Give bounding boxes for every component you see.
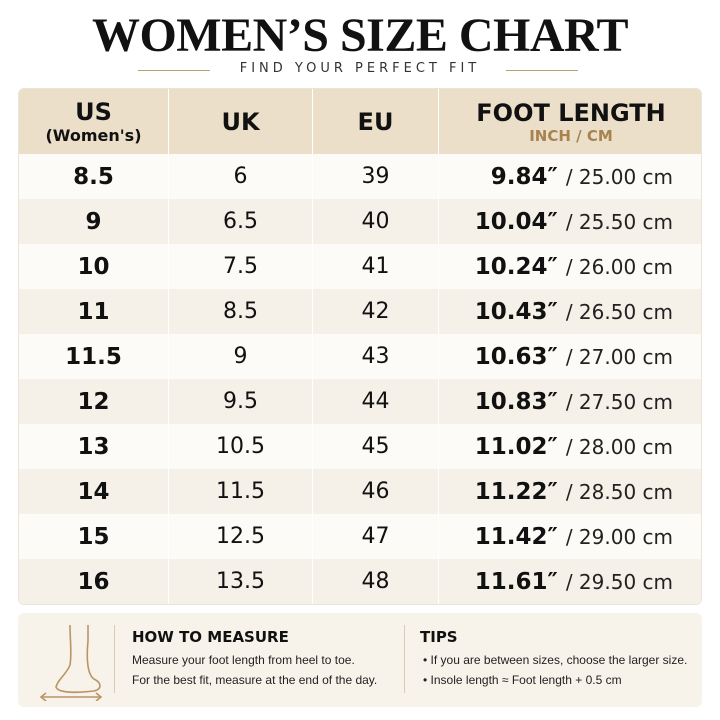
divider <box>404 625 405 693</box>
uk-size: 7.5 <box>169 244 313 289</box>
inch: 11.42″ <box>474 523 558 550</box>
foot-length: 10.43″ / 26.50 cm <box>439 289 701 334</box>
eu-size: 42 <box>313 289 439 334</box>
title: WOMEN’S SIZE CHART <box>91 9 629 62</box>
column-label: FOOT LENGTH <box>476 98 666 127</box>
foot-length: 10.04″ / 25.50 cm <box>439 199 701 244</box>
foot-length: 11.02″ / 28.00 cm <box>439 424 701 469</box>
cm: / 28.00 cm <box>565 434 673 459</box>
subtitle: FIND YOUR PERFECT FIT <box>239 61 481 76</box>
us-size: 8.5 <box>19 154 169 199</box>
header-cell: UK <box>169 89 313 154</box>
header-cell: US (Women's) <box>19 89 169 154</box>
cm: / 29.00 cm <box>565 524 673 549</box>
uk-size: 12.5 <box>169 514 313 559</box>
foot-length: 10.24″ / 26.00 cm <box>439 244 701 289</box>
divider <box>114 625 115 693</box>
uk-size: 10.5 <box>169 424 313 469</box>
foot-length: 10.63″ / 27.00 cm <box>439 334 701 379</box>
measure-line: For the best fit, measure at the end of … <box>132 673 378 687</box>
header-cell: FOOT LENGTH INCH / CM <box>439 89 701 154</box>
us-size: 13 <box>19 424 169 469</box>
inch: 10.24″ <box>474 253 558 280</box>
eu-size: 40 <box>313 199 439 244</box>
uk-size: 9.5 <box>169 379 313 424</box>
inch: 11.22″ <box>474 478 558 505</box>
uk-size: 13.5 <box>169 559 313 604</box>
cm: / 27.00 cm <box>565 344 673 369</box>
uk-size: 11.5 <box>169 469 313 514</box>
column-label: UK <box>221 107 260 136</box>
table-row: 15 12.5 47 11.42″ / 29.00 cm <box>19 514 701 559</box>
column-sub: (Women's) <box>45 126 142 145</box>
table-row: 11 8.5 42 10.43″ / 26.50 cm <box>19 289 701 334</box>
us-size: 9 <box>19 199 169 244</box>
foot-length: 11.42″ / 29.00 cm <box>439 514 701 559</box>
inch: 10.83″ <box>474 388 558 415</box>
tip-text: If you are between sizes, choose the lar… <box>430 653 688 667</box>
us-size: 11 <box>19 289 169 334</box>
eu-size: 48 <box>313 559 439 604</box>
us-size: 10 <box>19 244 169 289</box>
eu-size: 39 <box>313 154 439 199</box>
cm: / 26.50 cm <box>565 299 673 324</box>
us-size: 11.5 <box>19 334 169 379</box>
column-label: US <box>75 98 112 126</box>
tip: • If you are between sizes, choose the l… <box>423 653 688 667</box>
table-row: 13 10.5 45 11.02″ / 28.00 cm <box>19 424 701 469</box>
rule <box>138 70 210 71</box>
foot-length: 10.83″ / 27.50 cm <box>439 379 701 424</box>
eu-size: 43 <box>313 334 439 379</box>
table-row: 14 11.5 46 11.22″ / 28.50 cm <box>19 469 701 514</box>
inch: 10.43″ <box>474 298 558 325</box>
inch: 11.02″ <box>474 433 558 460</box>
eu-size: 45 <box>313 424 439 469</box>
inch: 10.63″ <box>474 343 558 370</box>
column-sub: INCH / CM <box>529 126 613 145</box>
cm: / 25.50 cm <box>565 209 673 234</box>
foot-length: 11.22″ / 28.50 cm <box>439 469 701 514</box>
uk-size: 6 <box>169 154 313 199</box>
uk-size: 9 <box>169 334 313 379</box>
tip: • Insole length ≈ Foot length + 0.5 cm <box>423 673 622 687</box>
us-size: 15 <box>19 514 169 559</box>
cm: / 27.50 cm <box>565 389 673 414</box>
table-row: 11.5 9 43 10.63″ / 27.00 cm <box>19 334 701 379</box>
us-size: 14 <box>19 469 169 514</box>
eu-size: 47 <box>313 514 439 559</box>
inch: 9.84″ <box>490 163 558 190</box>
column-label: EU <box>357 107 394 136</box>
uk-size: 6.5 <box>169 199 313 244</box>
cm: / 26.00 cm <box>565 254 673 279</box>
measure-title: HOW TO MEASURE <box>132 628 289 646</box>
rule <box>506 70 578 71</box>
cm: / 25.00 cm <box>565 164 673 189</box>
uk-size: 8.5 <box>169 289 313 334</box>
header-cell: EU <box>313 89 439 154</box>
cm: / 28.50 cm <box>565 479 673 504</box>
table-row: 16 13.5 48 11.61″ / 29.50 cm <box>19 559 701 604</box>
tips-title: TIPS <box>420 628 458 646</box>
table-row: 12 9.5 44 10.83″ / 27.50 cm <box>19 379 701 424</box>
foot-length: 9.84″ / 25.00 cm <box>439 154 701 199</box>
foot-length: 11.61″ / 29.50 cm <box>439 559 701 604</box>
eu-size: 41 <box>313 244 439 289</box>
eu-size: 44 <box>313 379 439 424</box>
eu-size: 46 <box>313 469 439 514</box>
table-row: 8.5 6 39 9.84″ / 25.00 cm <box>19 154 701 199</box>
table-row: 10 7.5 41 10.24″ / 26.00 cm <box>19 244 701 289</box>
table-row: 9 6.5 40 10.04″ / 25.50 cm <box>19 199 701 244</box>
inch: 10.04″ <box>474 208 558 235</box>
us-size: 12 <box>19 379 169 424</box>
cm: / 29.50 cm <box>565 569 673 594</box>
us-size: 16 <box>19 559 169 604</box>
tip-text: Insole length ≈ Foot length + 0.5 cm <box>430 673 622 687</box>
size-table: US (Women's) UK EU FOOT LENGTH INCH / CM 8.5 6 3… <box>18 88 702 605</box>
header-row: US (Women's) UK EU FOOT LENGTH INCH / CM <box>19 89 701 154</box>
foot-icon <box>39 624 103 701</box>
footer-panel: HOW TO MEASURE Measure your foot length … <box>18 613 702 707</box>
measure-line: Measure your foot length from heel to to… <box>132 653 355 667</box>
inch: 11.61″ <box>474 568 558 595</box>
